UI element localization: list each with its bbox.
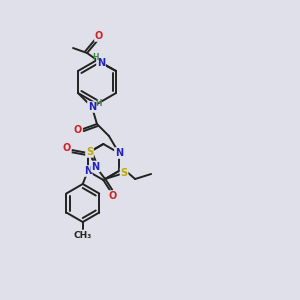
Text: H: H — [92, 53, 98, 62]
Text: O: O — [95, 31, 103, 41]
Text: O: O — [74, 125, 82, 135]
Text: N: N — [88, 102, 96, 112]
Text: H: H — [96, 98, 102, 107]
Text: S: S — [121, 168, 128, 178]
Text: O: O — [63, 143, 71, 153]
Text: N: N — [92, 161, 100, 172]
Text: S: S — [86, 147, 93, 157]
Text: O: O — [108, 191, 116, 201]
Text: N: N — [84, 166, 92, 176]
Text: CH₃: CH₃ — [74, 230, 92, 239]
Text: N: N — [97, 58, 105, 68]
Text: N: N — [115, 148, 123, 158]
